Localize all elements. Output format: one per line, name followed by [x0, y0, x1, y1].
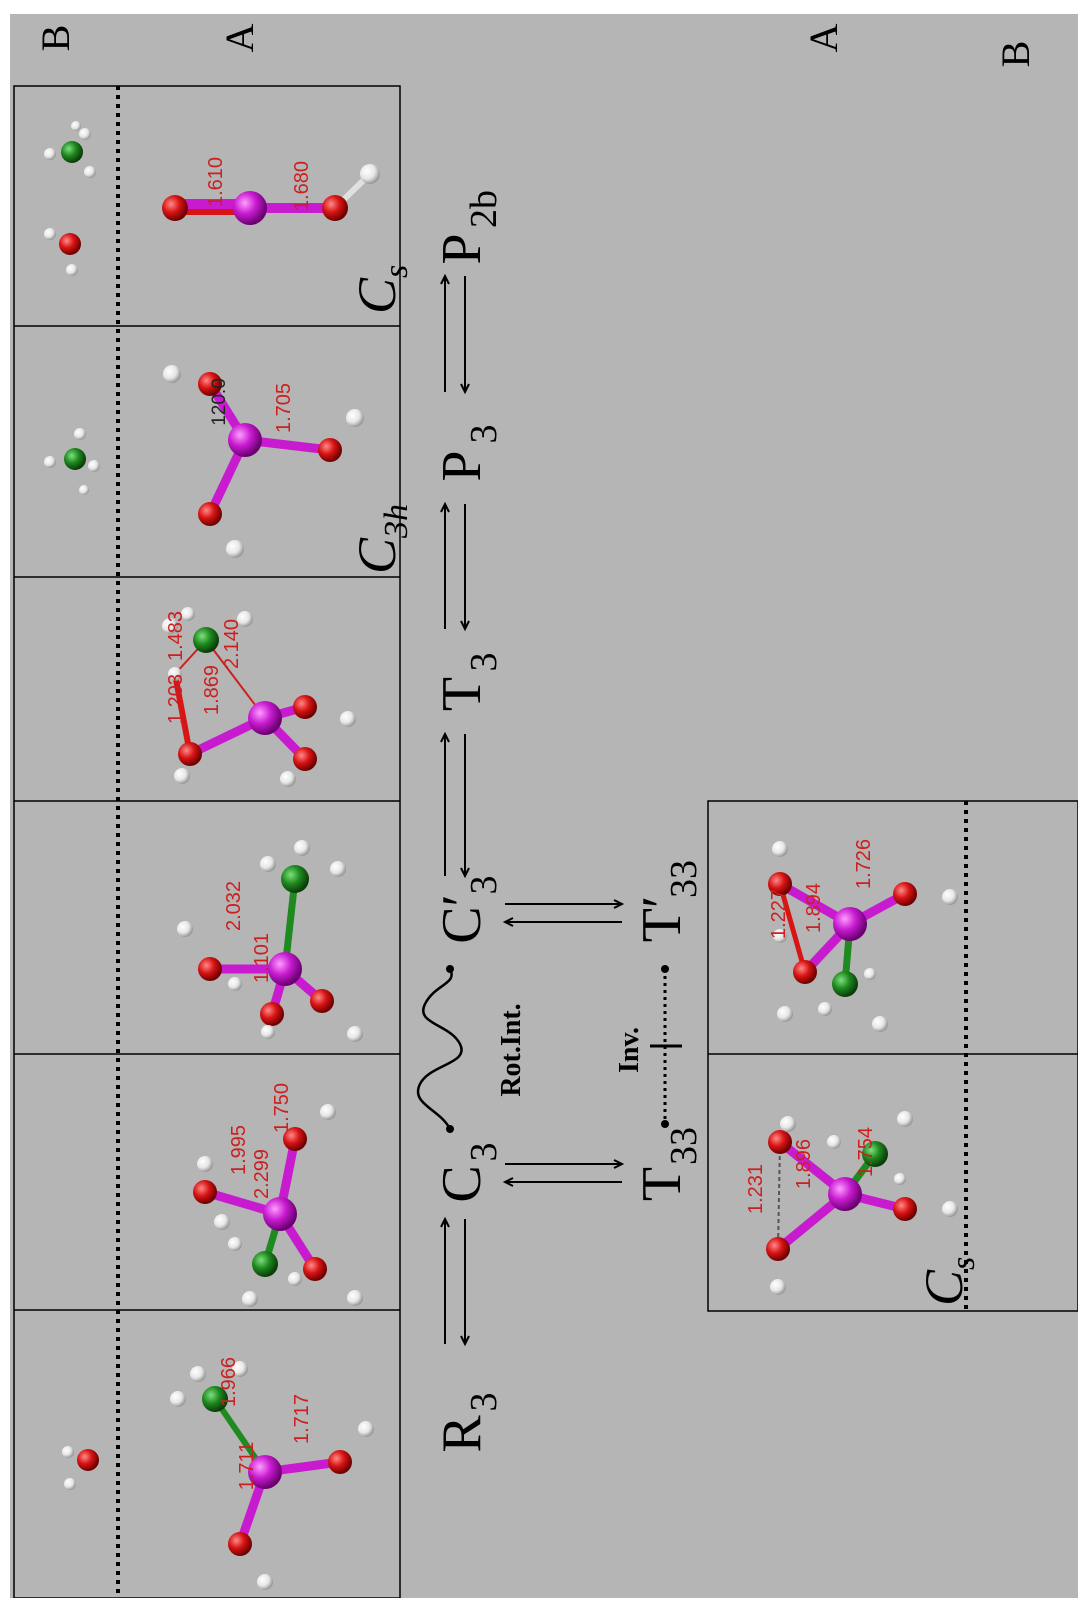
dist-T33prime-2: 1.894	[803, 883, 825, 933]
equilibrium-arrows-main	[440, 273, 470, 1347]
dist-R3-3: 1.717	[291, 1394, 313, 1444]
dist-P2b-2: 1.680	[291, 161, 313, 211]
molecule-C3	[193, 1104, 363, 1307]
svg-text:3: 3	[463, 1143, 505, 1162]
svg-text:s: s	[945, 1257, 982, 1270]
label-C3: C 3	[431, 1143, 505, 1203]
dist-R3-2: 1.966	[218, 1357, 240, 1407]
svg-text:3: 3	[463, 876, 505, 895]
svg-text:3: 3	[463, 653, 505, 672]
label-T3: T 3	[431, 653, 505, 712]
molecule-P3	[44, 365, 364, 558]
svg-text:3h: 3h	[378, 504, 415, 539]
dist-C3prime-2: 1.101	[251, 933, 273, 983]
dist-P3-1: 1.705	[273, 383, 295, 433]
reaction-diagram: B A A B 1.610 1.680 120.0 1.705	[13, 23, 1078, 1598]
region-A-top: A	[217, 23, 262, 52]
label-P2b: P 2b	[431, 190, 505, 265]
symmetry-P3: C 3h	[347, 504, 415, 574]
top-panel-frames	[13, 85, 401, 1598]
molecule-R3	[62, 1361, 374, 1590]
svg-text:C: C	[347, 277, 407, 314]
region-B-top: B	[33, 25, 78, 52]
rot-int-connector	[416, 965, 463, 1133]
dist-C3-3: 1.750	[271, 1083, 293, 1133]
molecule-T33	[766, 1111, 958, 1295]
inv-connector	[650, 965, 682, 1128]
label-R3: R 3	[431, 1393, 505, 1453]
angle-P3: 120.0	[209, 378, 230, 426]
svg-text:2b: 2b	[463, 190, 505, 228]
dist-T33-2: 1.896	[793, 1139, 815, 1189]
svg-text:33: 33	[663, 1127, 705, 1165]
symmetry-P2b: C s	[347, 265, 415, 314]
dist-C3-1: 1.995	[228, 1125, 250, 1175]
bottom-panel-frames	[707, 800, 1078, 1312]
svg-text:3: 3	[463, 1393, 505, 1412]
svg-text:C: C	[347, 537, 407, 574]
dist-P2b-1: 1.610	[205, 157, 227, 207]
dist-T3-4: 2.140	[221, 619, 243, 669]
molecule-T33prime	[768, 841, 958, 1032]
svg-text:P: P	[431, 233, 493, 264]
label-C3prime: C′ 3	[431, 876, 505, 944]
label-T33prime: T′ 33	[631, 860, 705, 942]
svg-text:C′: C′	[431, 894, 493, 944]
region-A-bottom: A	[801, 23, 846, 52]
dist-T3-1: 1.203	[165, 674, 187, 724]
svg-text:R: R	[431, 1415, 493, 1453]
equilibrium-arrows-vertical-pairs	[502, 899, 625, 1187]
symmetry-T33: C s	[914, 1257, 982, 1306]
dist-C3prime-1: 2.032	[223, 881, 245, 931]
dist-T33-1: 1.231	[745, 1164, 767, 1214]
dist-R3-1: 1.711	[236, 1442, 258, 1491]
svg-text:T′: T′	[631, 896, 693, 942]
dist-T33prime-3: 1.726	[853, 839, 875, 889]
inv-label: Inv.	[614, 1027, 645, 1073]
svg-text:T: T	[631, 1167, 693, 1201]
svg-text:C: C	[914, 1269, 974, 1306]
molecule-C3prime	[177, 840, 363, 1042]
svg-text:P: P	[431, 450, 493, 481]
svg-text:33: 33	[663, 860, 705, 898]
molecule-P2b	[44, 121, 380, 276]
dist-T3-3: 1.869	[201, 665, 223, 715]
svg-text:C: C	[431, 1165, 493, 1202]
rot-int-label: Rot.Int.	[496, 1003, 527, 1096]
region-B-bottom: B	[993, 41, 1038, 68]
label-P3: P 3	[431, 425, 505, 482]
dist-T3-2: 1.483	[165, 611, 187, 661]
dist-T33-3: 1.754	[855, 1127, 877, 1177]
svg-text:T: T	[431, 677, 493, 711]
dist-C3-2: 2.299	[251, 1149, 273, 1199]
diagram-canvas: B A A B 1.610 1.680 120.0 1.705	[10, 14, 1078, 1598]
svg-text:3: 3	[463, 425, 505, 444]
molecule-T3	[162, 607, 356, 787]
label-T33: T 33	[631, 1127, 705, 1201]
dist-T33prime-1: 1.227	[768, 889, 790, 939]
svg-text:s: s	[378, 265, 415, 278]
